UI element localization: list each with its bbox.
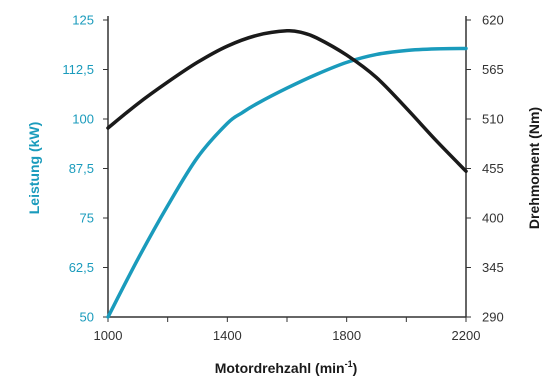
y-right-axis-title: Drehmoment (Nm) (526, 107, 542, 229)
y-right-tick-label: 510 (482, 112, 504, 127)
x-tick-label: 1400 (213, 328, 242, 343)
y-left-axis-title: Leistung (kW) (26, 122, 42, 215)
y-left-tick-label: 62,5 (69, 260, 94, 275)
tick-labels: 50 62,5 75 87,5 100 112,5 125 290 345 400 455 510 56… (62, 13, 503, 344)
power-series-line (106, 46, 468, 319)
series-lines (106, 28, 468, 319)
torque-series-line (106, 28, 468, 173)
x-tick-label: 2200 (452, 328, 481, 343)
x-axis-title-end: ) (353, 360, 358, 376)
y-right-tick-label: 345 (482, 260, 504, 275)
y-right-tick-label: 400 (482, 211, 504, 226)
x-tick-label: 1800 (332, 328, 361, 343)
y-left-tick-label: 87,5 (69, 161, 94, 176)
x-axis-title: Motordrehzahl (min-1) (215, 359, 358, 376)
axes (103, 16, 471, 322)
y-right-tick-label: 565 (482, 62, 504, 77)
y-left-tick-label: 100 (72, 112, 94, 127)
y-right-tick-label: 455 (482, 161, 504, 176)
y-left-tick-label: 112,5 (62, 62, 94, 77)
y-right-tick-label: 290 (482, 310, 504, 325)
y-left-tick-label: 75 (80, 211, 94, 226)
y-left-tick-label: 50 (80, 310, 94, 325)
x-axis-title-main: Motordrehzahl (min (215, 360, 345, 376)
x-axis-title-sup: -1 (345, 359, 353, 369)
y-right-tick-label: 620 (482, 13, 504, 28)
y-left-tick-label: 125 (72, 13, 94, 28)
x-tick-label: 1000 (94, 328, 123, 343)
